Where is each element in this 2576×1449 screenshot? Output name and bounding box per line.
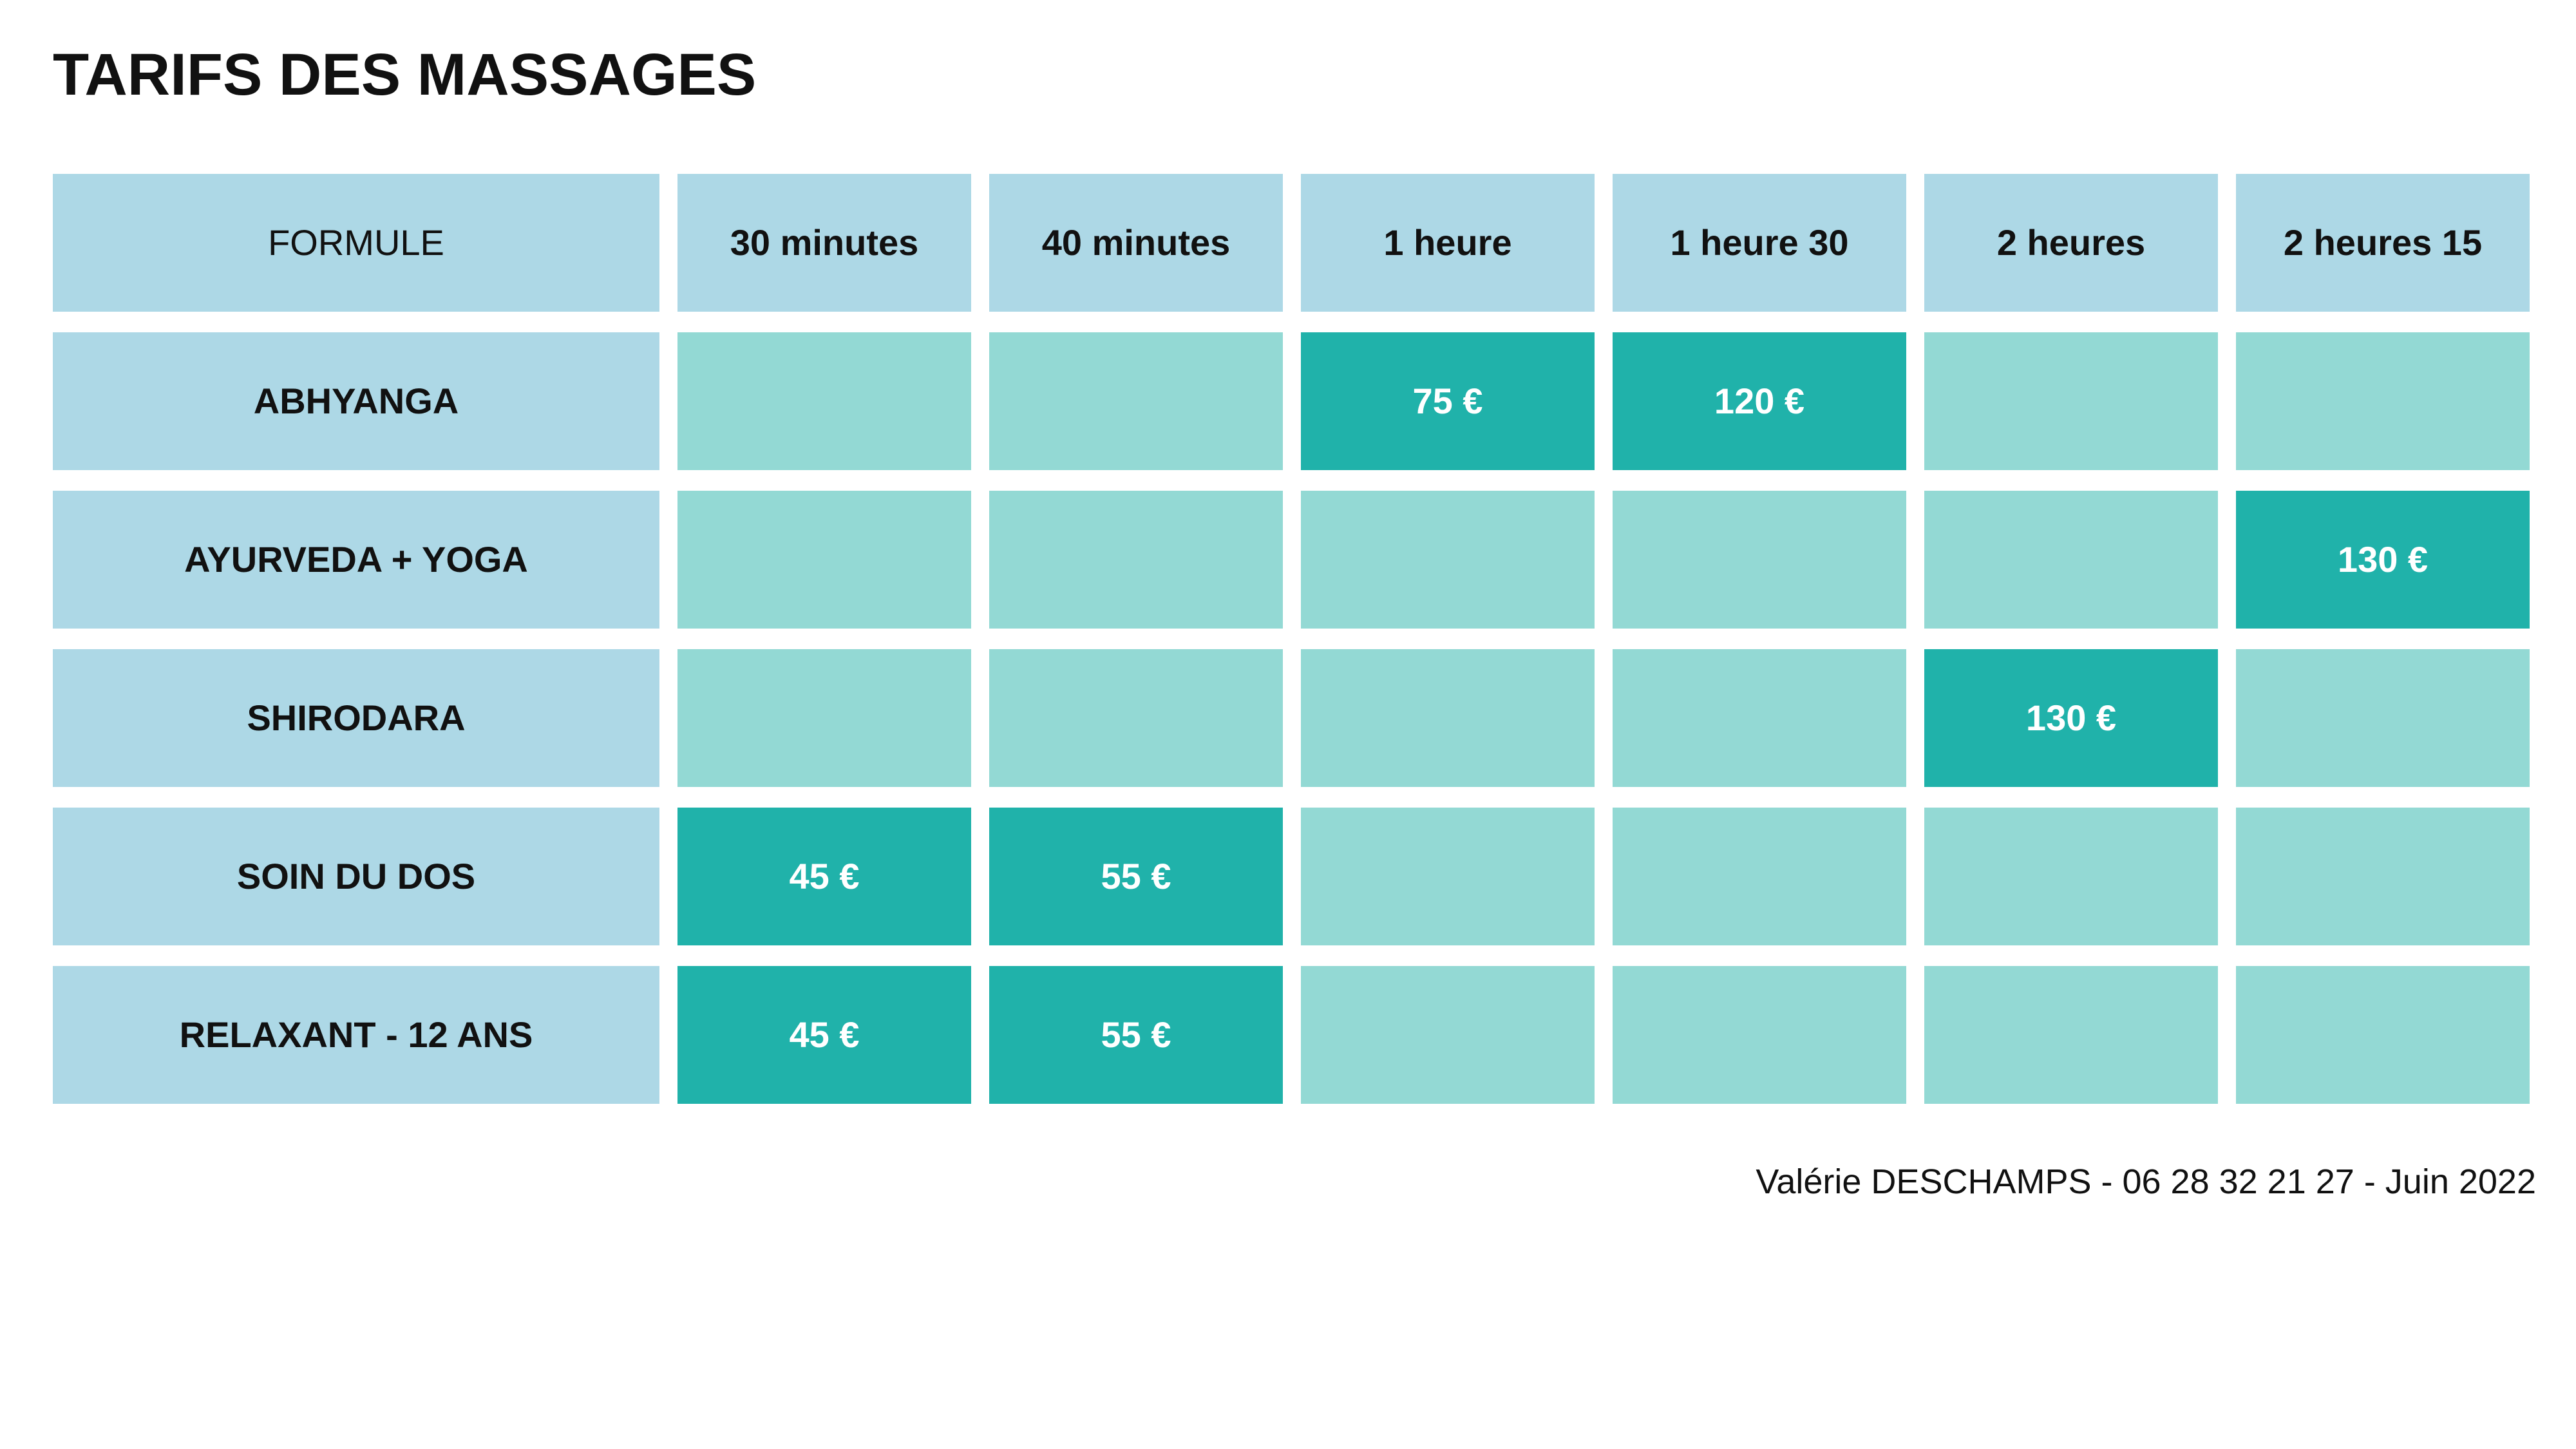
price-cell — [1301, 649, 1595, 787]
row-label-abhyanga: ABHYANGA — [53, 332, 659, 470]
header-2-heures-15: 2 heures 15 — [2236, 174, 2530, 312]
price-cell: 130 € — [1924, 649, 2218, 787]
price-cell — [1613, 808, 1906, 945]
row-label-shirodara: SHIRODARA — [53, 649, 659, 787]
price-cell — [677, 491, 971, 629]
row-label-ayurveda-yoga: AYURVEDA + YOGA — [53, 491, 659, 629]
row-label-soin-du-dos: SOIN DU DOS — [53, 808, 659, 945]
price-cell — [1613, 966, 1906, 1104]
price-cell — [1924, 491, 2218, 629]
price-cell — [1301, 808, 1595, 945]
price-cell — [989, 491, 1283, 629]
page-title: TARIFS DES MASSAGES — [53, 42, 757, 108]
price-cell — [2236, 808, 2530, 945]
header-1-heure: 1 heure — [1301, 174, 1595, 312]
price-cell — [2236, 332, 2530, 470]
price-cell — [1924, 808, 2218, 945]
price-cell — [1301, 966, 1595, 1104]
price-cell: 55 € — [989, 808, 1283, 945]
price-cell: 130 € — [2236, 491, 2530, 629]
price-cell — [677, 649, 971, 787]
header-30-minutes: 30 minutes — [677, 174, 971, 312]
price-cell: 45 € — [677, 966, 971, 1104]
price-cell — [1613, 491, 1906, 629]
price-table: FORMULE 30 minutes 40 minutes 1 heure 1 … — [53, 174, 2530, 1104]
row-label-relaxant-12-ans: RELAXANT - 12 ANS — [53, 966, 659, 1104]
price-cell — [2236, 649, 2530, 787]
price-cell: 45 € — [677, 808, 971, 945]
price-cell: 55 € — [989, 966, 1283, 1104]
price-cell — [989, 649, 1283, 787]
price-cell — [1924, 332, 2218, 470]
price-cell — [677, 332, 971, 470]
price-cell — [989, 332, 1283, 470]
price-cell: 120 € — [1613, 332, 1906, 470]
footer-credit: Valérie DESCHAMPS - 06 28 32 21 27 - Jui… — [1756, 1162, 2536, 1201]
price-cell: 75 € — [1301, 332, 1595, 470]
header-2-heures: 2 heures — [1924, 174, 2218, 312]
price-cell — [1924, 966, 2218, 1104]
header-formule: FORMULE — [53, 174, 659, 312]
price-cell — [2236, 966, 2530, 1104]
header-1-heure-30: 1 heure 30 — [1613, 174, 1906, 312]
header-40-minutes: 40 minutes — [989, 174, 1283, 312]
price-cell — [1301, 491, 1595, 629]
price-cell — [1613, 649, 1906, 787]
